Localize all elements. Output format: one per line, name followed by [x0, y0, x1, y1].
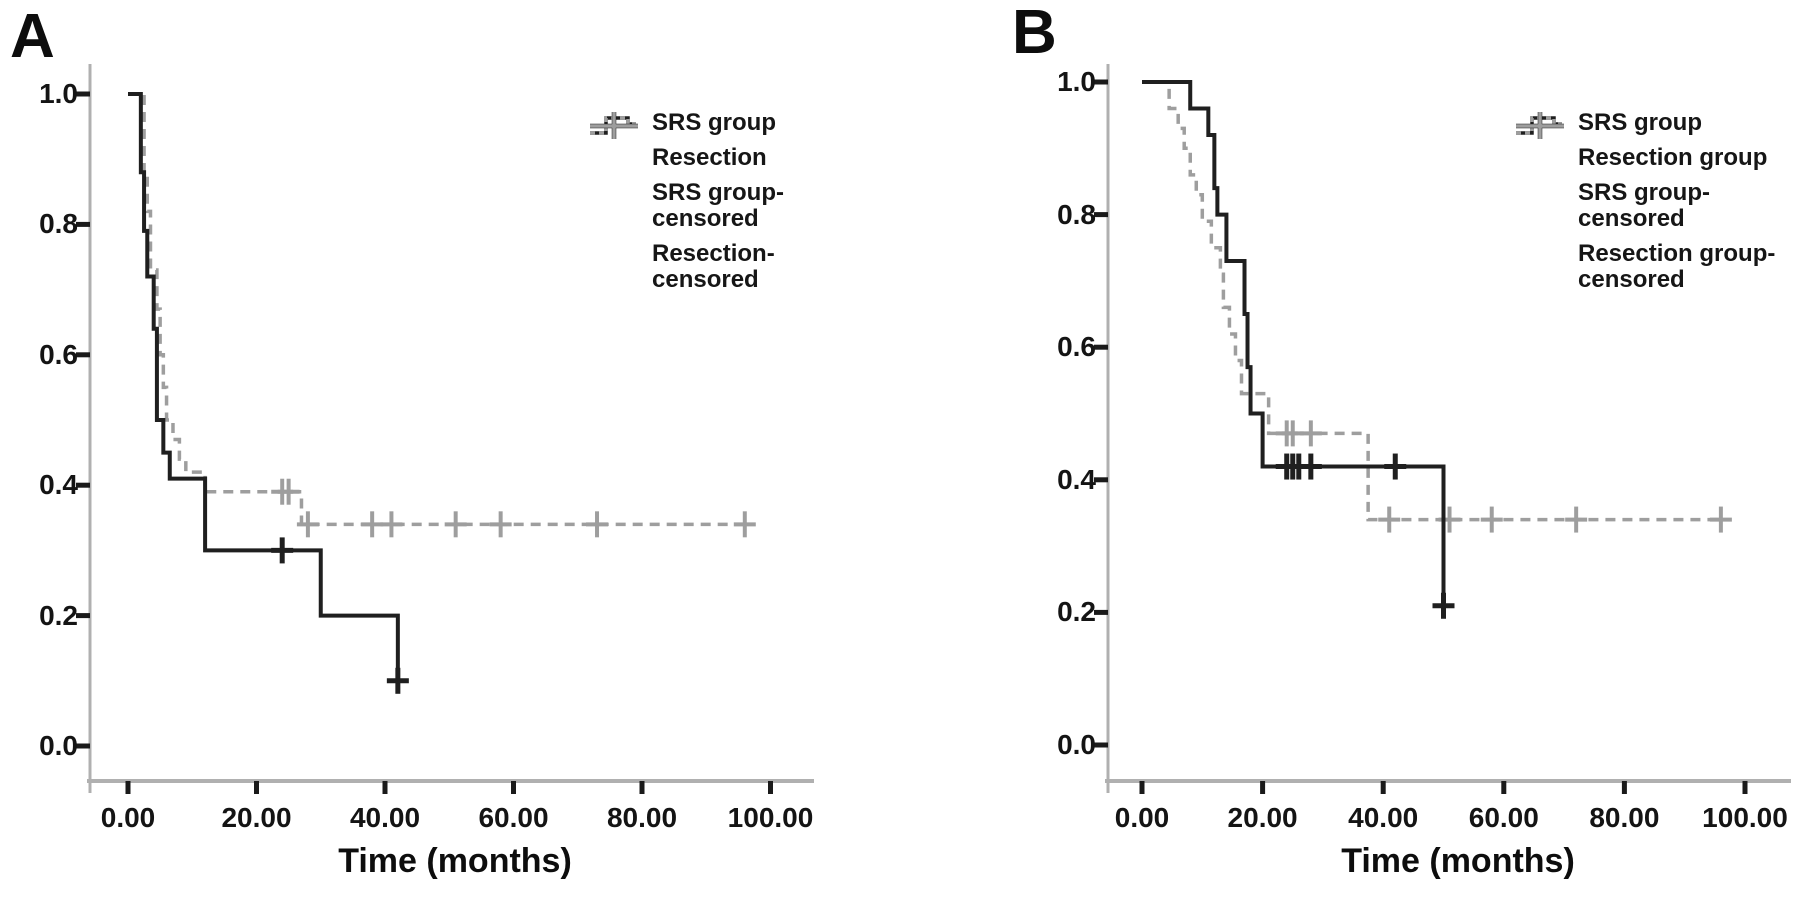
- panel-b-censor-mark-srs: [1299, 453, 1322, 480]
- panel-a-curve-resection: [128, 92, 752, 527]
- panel-a-legend-item: SRS group- censored: [588, 112, 784, 232]
- panel-b-curve-srs: [1142, 80, 1446, 606]
- panel-b-y-tick-label: 1.0: [1057, 66, 1096, 97]
- panel-b-y-tick-label: 0.6: [1057, 331, 1096, 363]
- panel-b-x-tick-label: 20.00: [1227, 802, 1298, 833]
- panel-b-censor-mark-resection: [1480, 506, 1503, 533]
- panel-a-censor-mark-resection: [296, 511, 319, 538]
- panel-a-y-tick-label: 0.4: [39, 469, 78, 501]
- panel-a-x-tick-label: 40.00: [349, 802, 421, 833]
- legend-label: Resection- censored: [652, 240, 775, 293]
- panel-a-xaxis-title: Time (months): [338, 842, 572, 880]
- panel-a-censor-mark-resection: [380, 511, 403, 538]
- panel-b-censor-mark-resection: [1565, 506, 1588, 533]
- panel-b-y-tick-label: 0.2: [1057, 596, 1096, 628]
- panel-b-y-tick-label: 0.0: [1057, 729, 1096, 760]
- panel-a-x-tick-label: 80.00: [606, 802, 678, 833]
- legend-label: Resection group: [1578, 144, 1768, 171]
- panel-a-censor-mark-resection: [733, 511, 756, 538]
- panel-a-y-tick-label: 0.0: [39, 730, 78, 761]
- panel-a-legend: SRS group Resection SRS group- censored Res…: [588, 110, 784, 302]
- panel-a-censor-mark-resection: [277, 478, 300, 505]
- panel-a-y-tick-label: 0.8: [39, 208, 78, 240]
- panel-b-censor-mark-srs: [1384, 453, 1407, 480]
- legend-label: SRS group: [1578, 109, 1702, 136]
- panel-a-censor-mark-resection: [361, 511, 384, 538]
- panel-a-legend-item: Resection: [588, 116, 784, 171]
- panel-a-censor-mark-srs: [271, 537, 294, 564]
- panel-a-censor-mark-resection: [489, 511, 512, 538]
- panel-a-x-tick-label: 0.00: [100, 802, 156, 833]
- panel-b-legend-item: SRS group- censored: [1514, 112, 1775, 232]
- panel-b-x-tick-label: 0.00: [1114, 802, 1170, 833]
- panel-a-x-tick-label: 100.00: [727, 802, 814, 833]
- panel-b-letter: B: [1012, 0, 1057, 67]
- panel-a-x-tick-label: 60.00: [478, 802, 549, 833]
- panel-a-letter: A: [10, 2, 55, 71]
- legend-label: Resection group- censored: [1578, 240, 1776, 293]
- panel-b-legend-item: Resection group: [1514, 116, 1775, 171]
- panel-b-censor-mark-resection: [1709, 506, 1732, 533]
- panel-b-y-tick-label: 0.4: [1057, 463, 1096, 495]
- panel-b-x-tick-label: 40.00: [1348, 802, 1419, 833]
- panel-b-curve-resection: [1142, 80, 1721, 522]
- panel-a-legend-item: Resection- censored: [588, 112, 784, 293]
- legend-label: SRS group- censored: [1578, 179, 1710, 232]
- legend-label: SRS group: [652, 109, 776, 136]
- panel-b-x-tick-label: 60.00: [1468, 802, 1539, 833]
- panel-b-y-tick-label: 0.8: [1057, 198, 1096, 230]
- panel-a-y-tick-label: 0.2: [39, 599, 78, 631]
- panel-b-xaxis-title: Time (months): [1341, 842, 1575, 880]
- panel-a-censor-mark-resection: [586, 511, 609, 538]
- panel-a-curve-srs: [128, 92, 400, 681]
- panel-a-legend-item: SRS group: [588, 110, 784, 136]
- panel-a-y-tick-label: 1.0: [39, 78, 78, 109]
- panel-a-censor-mark-srs: [386, 667, 409, 694]
- panel-b-censor-mark-resection: [1299, 420, 1322, 447]
- panel-b-legend-item: Resection group- censored: [1514, 112, 1776, 293]
- panel-b-legend: SRS group Resection group SRS group- censo…: [1514, 110, 1775, 302]
- panel-b-censor-mark-srs: [1432, 592, 1455, 619]
- panel-b-x-tick-label: 100.00: [1702, 802, 1788, 833]
- panel-b-x-tick-label: 80.00: [1589, 802, 1660, 833]
- legend-label: Resection: [652, 144, 767, 171]
- panel-a-y-tick-label: 0.6: [39, 338, 78, 370]
- panel-a-censor-mark-resection: [444, 511, 467, 538]
- panel-a-x-tick-label: 20.00: [221, 802, 292, 833]
- panel-b-censor-mark-resection: [1378, 506, 1401, 533]
- legend-label: SRS group- censored: [652, 179, 784, 232]
